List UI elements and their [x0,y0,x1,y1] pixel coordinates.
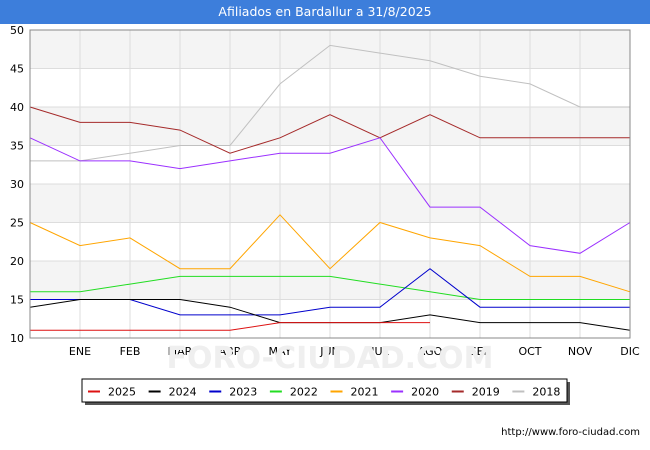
y-tick-label: 15 [10,294,24,307]
legend-box [81,378,568,403]
plot-frame [29,29,631,339]
series-line-2021 [29,214,631,293]
x-tick-label: NOV [568,345,593,358]
legend-label-2020: 2020 [411,386,439,399]
legend-label-2018: 2018 [532,386,560,399]
x-tick-label: MAR [168,345,193,358]
y-tick-label: 30 [10,178,24,191]
x-tick-label: JUN [319,345,340,358]
y-tick-label: 35 [10,140,24,153]
y-tick-label: 40 [10,101,24,114]
series-line-2019 [29,106,630,154]
series-line-2018 [30,44,630,162]
legend-label-2024: 2024 [169,386,197,399]
x-tick-label: ENE [69,345,91,358]
x-tick-label: JUL [370,345,389,358]
legend-label-2023: 2023 [229,386,257,399]
legend-label-2019: 2019 [472,386,500,399]
series-line-2025 [30,322,430,331]
x-tick-label: ABR [219,345,242,358]
x-tick-label: AGO [418,345,443,358]
legend-label-2022: 2022 [290,386,318,399]
y-tick-label: 10 [10,332,24,345]
x-tick-label: DIC [620,345,640,358]
y-tick-label: 50 [10,24,24,37]
legend-label-2025: 2025 [108,386,136,399]
legend-label-2021: 2021 [351,386,379,399]
series-line-2022 [30,275,630,300]
y-tick-label: 45 [10,63,24,76]
source-credit[interactable]: http://www.foro-ciudad.com [501,427,640,438]
y-tick-label: 20 [10,255,24,268]
title-bar [0,0,650,24]
x-tick-label: OCT [518,345,541,358]
series-line-2020 [29,137,631,254]
watermark: FORO-CIUDAD.COM [167,341,494,376]
x-tick-label: MAY [269,345,292,358]
x-tick-label: FEB [120,345,141,358]
chart-title: Afiliados en Bardallur a 31/8/2025 [218,4,432,19]
y-tick-label: 25 [10,217,24,230]
x-tick-label: SEP [470,345,491,358]
